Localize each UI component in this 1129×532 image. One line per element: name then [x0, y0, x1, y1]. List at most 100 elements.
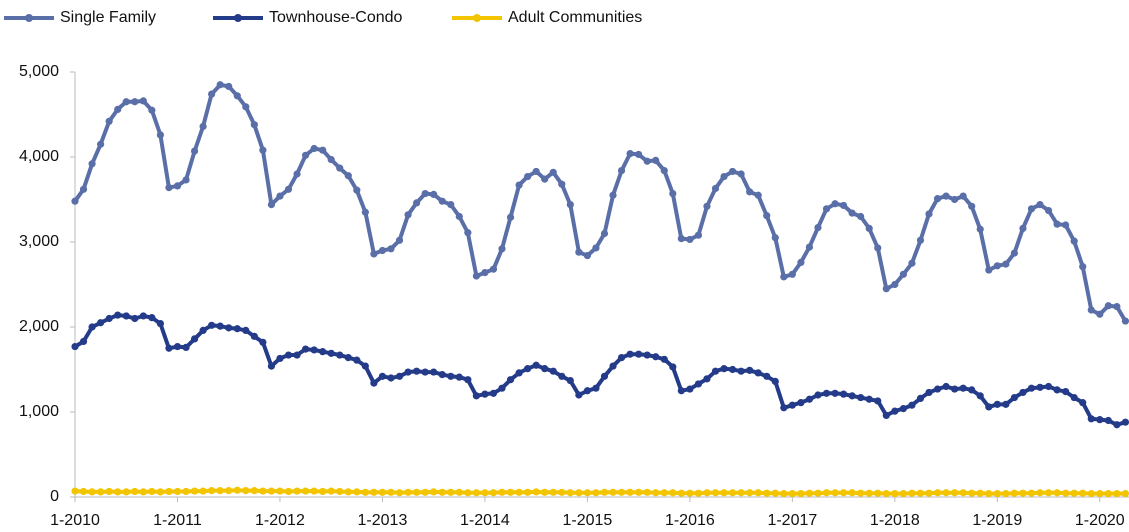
point — [1044, 489, 1053, 497]
point — [156, 320, 164, 328]
point — [891, 407, 899, 415]
point — [976, 225, 984, 233]
point — [916, 489, 925, 497]
point — [524, 488, 532, 496]
point — [242, 326, 250, 334]
point — [250, 487, 258, 495]
point — [165, 487, 173, 496]
point — [1121, 418, 1129, 426]
point — [933, 385, 942, 393]
point — [592, 244, 600, 252]
point — [669, 489, 677, 497]
point — [182, 487, 190, 496]
point — [763, 489, 771, 497]
point — [985, 490, 993, 498]
point — [797, 258, 805, 266]
point — [686, 489, 694, 497]
point — [1044, 382, 1053, 391]
point — [899, 405, 907, 413]
point — [344, 488, 352, 496]
point — [293, 351, 301, 359]
point — [686, 385, 694, 393]
point — [1053, 386, 1061, 394]
point — [788, 270, 796, 278]
point — [447, 201, 455, 209]
point — [728, 365, 737, 374]
point — [711, 367, 720, 375]
point — [985, 266, 993, 274]
point — [882, 285, 890, 293]
point — [609, 191, 617, 199]
point — [131, 98, 139, 106]
point — [1079, 399, 1087, 407]
point — [600, 488, 609, 496]
point — [532, 167, 540, 176]
point — [831, 389, 839, 397]
point — [643, 351, 651, 359]
y-tick-label: 3,000 — [19, 233, 59, 250]
x-tick-label: 1-2014 — [460, 512, 510, 529]
point — [190, 335, 199, 343]
point — [865, 489, 873, 497]
point — [575, 489, 583, 497]
point — [395, 372, 404, 380]
point — [694, 231, 703, 239]
point — [156, 488, 164, 496]
point — [635, 488, 643, 496]
point — [199, 326, 207, 334]
point — [79, 487, 88, 496]
point — [916, 236, 925, 244]
point — [182, 343, 190, 351]
point — [276, 354, 284, 363]
x-tick-label: 1-2013 — [358, 512, 408, 529]
point — [541, 488, 549, 496]
point — [771, 234, 779, 242]
point — [737, 489, 745, 497]
point — [515, 488, 523, 496]
point — [216, 322, 224, 330]
point — [626, 150, 634, 158]
point — [165, 184, 173, 192]
point — [122, 488, 130, 496]
point — [105, 487, 113, 496]
point — [225, 82, 233, 91]
x-tick-label: 1-2012 — [255, 512, 305, 529]
point — [583, 387, 592, 395]
point — [635, 150, 643, 159]
x-tick-label: 1-2017 — [767, 512, 817, 529]
point — [959, 489, 967, 497]
point — [1010, 393, 1019, 402]
point — [293, 487, 301, 495]
point — [840, 390, 848, 398]
point — [1087, 415, 1095, 423]
point — [891, 280, 899, 289]
point — [908, 401, 916, 409]
point — [413, 367, 421, 375]
point — [925, 388, 933, 397]
x-tick-label: 1-2010 — [50, 512, 100, 529]
point — [88, 323, 96, 331]
point — [173, 342, 182, 351]
point — [105, 117, 113, 125]
point — [720, 172, 728, 181]
point — [968, 489, 976, 497]
y-tick-label: 4,000 — [19, 148, 59, 165]
point — [489, 389, 498, 397]
point — [284, 487, 293, 496]
point — [1062, 388, 1070, 396]
point — [805, 489, 814, 497]
point — [233, 486, 241, 494]
point — [1096, 310, 1104, 318]
point — [413, 488, 421, 496]
legend-label: Townhouse-Condo — [269, 9, 403, 26]
point — [1027, 384, 1036, 392]
point — [566, 376, 574, 385]
point — [951, 195, 959, 204]
x-tick-label: 1-2020 — [1075, 512, 1125, 529]
point — [652, 489, 660, 497]
point — [865, 395, 873, 403]
point — [660, 355, 668, 363]
point — [831, 200, 839, 208]
point — [951, 489, 959, 497]
point — [1019, 489, 1027, 497]
